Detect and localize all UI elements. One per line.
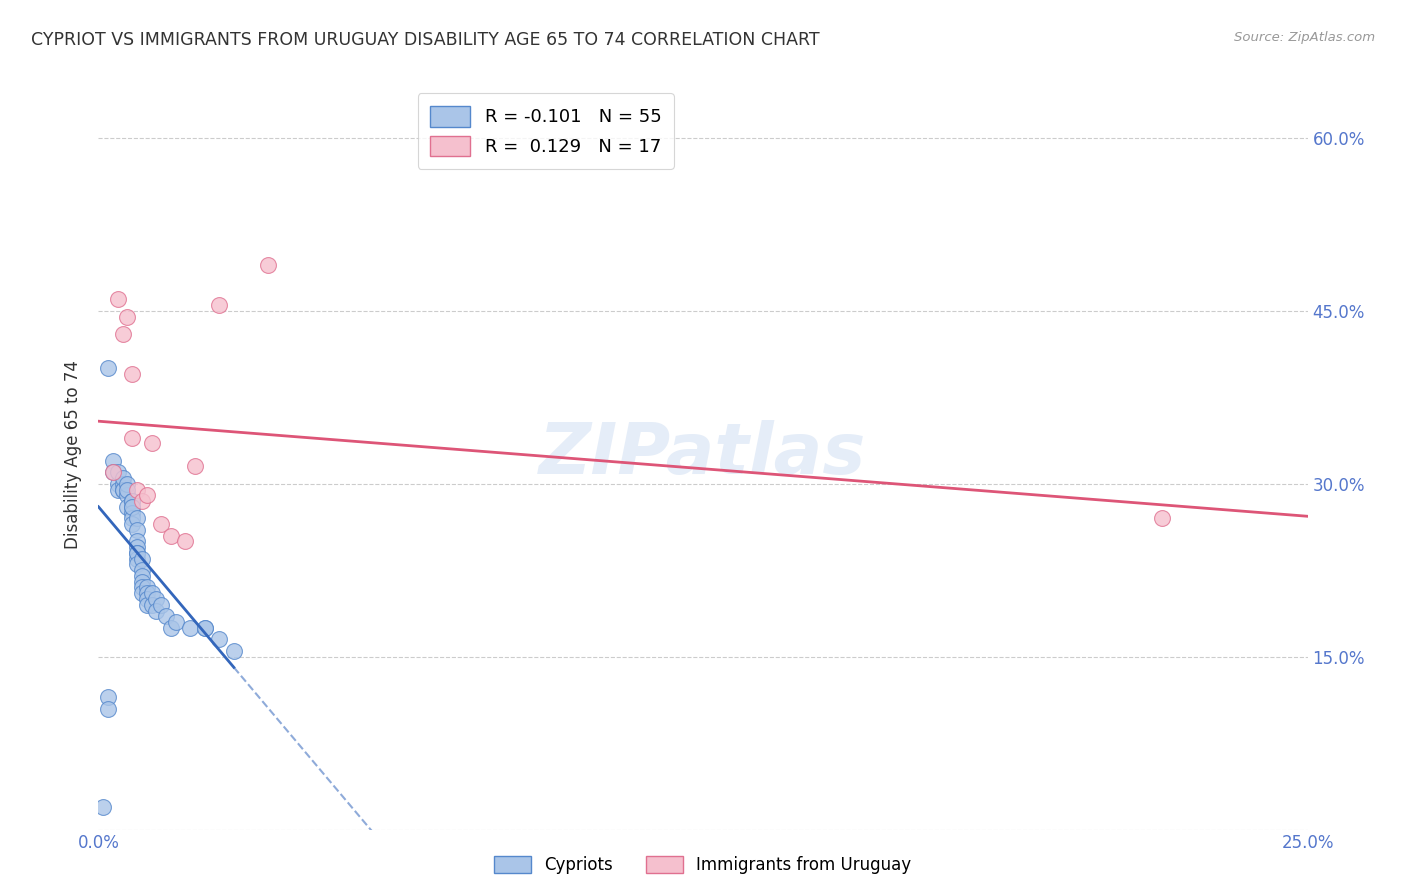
- Point: [127, 511, 149, 525]
- Point: [121, 431, 143, 445]
- Point: [111, 326, 134, 341]
- Point: [135, 586, 157, 600]
- Text: ZIPatlas: ZIPatlas: [540, 420, 866, 490]
- Legend: R = -0.101   N = 55, R =  0.129   N = 17: R = -0.101 N = 55, R = 0.129 N = 17: [418, 93, 673, 169]
- Point: [121, 494, 143, 508]
- Point: [141, 436, 163, 450]
- Point: [135, 488, 157, 502]
- Point: [127, 483, 149, 497]
- Point: [127, 540, 149, 554]
- Point: [121, 511, 143, 525]
- Point: [121, 500, 143, 514]
- Point: [131, 563, 153, 577]
- Point: [165, 615, 187, 629]
- Point: [121, 506, 143, 520]
- Point: [184, 459, 207, 474]
- Point: [107, 483, 129, 497]
- Point: [131, 574, 153, 589]
- Point: [131, 581, 153, 595]
- Point: [1152, 511, 1174, 525]
- Point: [121, 494, 143, 508]
- Point: [97, 690, 120, 704]
- Point: [91, 799, 114, 814]
- Y-axis label: Disability Age 65 to 74: Disability Age 65 to 74: [65, 360, 83, 549]
- Point: [117, 483, 139, 497]
- Point: [111, 476, 134, 491]
- Point: [107, 476, 129, 491]
- Point: [111, 483, 134, 497]
- Point: [111, 471, 134, 485]
- Point: [135, 598, 157, 612]
- Point: [127, 546, 149, 560]
- Point: [127, 551, 149, 566]
- Point: [256, 258, 278, 272]
- Legend: Cypriots, Immigrants from Uruguay: Cypriots, Immigrants from Uruguay: [488, 849, 918, 881]
- Point: [135, 581, 157, 595]
- Point: [107, 293, 129, 307]
- Point: [117, 310, 139, 324]
- Point: [208, 632, 231, 647]
- Point: [101, 465, 124, 479]
- Point: [222, 644, 245, 658]
- Point: [155, 609, 177, 624]
- Point: [117, 500, 139, 514]
- Point: [150, 517, 173, 532]
- Point: [141, 598, 163, 612]
- Point: [117, 488, 139, 502]
- Point: [131, 494, 153, 508]
- Point: [145, 592, 167, 607]
- Point: [117, 476, 139, 491]
- Point: [121, 368, 143, 382]
- Point: [160, 621, 183, 635]
- Point: [127, 558, 149, 572]
- Point: [208, 298, 231, 312]
- Point: [174, 534, 197, 549]
- Point: [194, 621, 217, 635]
- Text: CYPRIOT VS IMMIGRANTS FROM URUGUAY DISABILITY AGE 65 TO 74 CORRELATION CHART: CYPRIOT VS IMMIGRANTS FROM URUGUAY DISAB…: [31, 31, 820, 49]
- Point: [179, 621, 201, 635]
- Point: [97, 701, 120, 715]
- Point: [145, 603, 167, 617]
- Point: [127, 534, 149, 549]
- Point: [101, 453, 124, 467]
- Point: [107, 465, 129, 479]
- Point: [141, 586, 163, 600]
- Point: [121, 500, 143, 514]
- Point: [160, 528, 183, 542]
- Point: [121, 517, 143, 532]
- Point: [131, 569, 153, 583]
- Point: [131, 551, 153, 566]
- Point: [97, 361, 120, 376]
- Point: [127, 546, 149, 560]
- Point: [111, 483, 134, 497]
- Point: [135, 592, 157, 607]
- Point: [127, 523, 149, 537]
- Point: [150, 598, 173, 612]
- Text: Source: ZipAtlas.com: Source: ZipAtlas.com: [1234, 31, 1375, 45]
- Point: [131, 586, 153, 600]
- Point: [194, 621, 217, 635]
- Point: [101, 465, 124, 479]
